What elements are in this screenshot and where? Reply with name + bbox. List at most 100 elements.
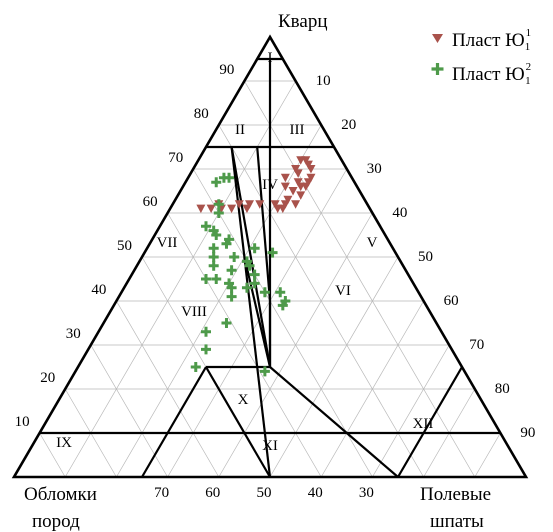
grid-line-feldspar bbox=[474, 432, 501, 478]
grid-line-feldspar bbox=[320, 300, 424, 478]
data-point-series-1 bbox=[270, 200, 280, 209]
data-point-series-1 bbox=[306, 173, 316, 183]
zone-label-xi: XI bbox=[262, 438, 278, 454]
data-point-series-2 bbox=[226, 291, 237, 302]
tick-label-right: 20 bbox=[341, 117, 356, 133]
data-point-series-1 bbox=[293, 178, 303, 187]
data-point-series-1 bbox=[291, 200, 301, 209]
grid-line-rock bbox=[192, 168, 373, 478]
data-point-series-1 bbox=[280, 200, 290, 209]
vertex-label-left: Обломки пород bbox=[24, 484, 102, 532]
tick-label-left: 10 bbox=[15, 414, 30, 430]
data-point-series-2 bbox=[221, 318, 232, 328]
zone-label-x: X bbox=[238, 392, 249, 408]
tick-label-right: 70 bbox=[469, 337, 484, 353]
tick-label-bottom: 40 bbox=[308, 485, 323, 501]
data-point-series-2 bbox=[229, 252, 240, 262]
tick-label-left: 50 bbox=[117, 238, 132, 254]
tick-label-left: 30 bbox=[66, 326, 81, 342]
vertex-label-right-line2: шпаты bbox=[430, 511, 484, 532]
data-point-series-2 bbox=[211, 230, 222, 240]
vertex-label-left-line2: пород bbox=[32, 511, 80, 532]
data-point-series-2 bbox=[249, 278, 260, 289]
data-point-series-2 bbox=[226, 265, 237, 276]
data-point-series-1 bbox=[234, 200, 244, 209]
tick-label-bottom: 70 bbox=[154, 485, 169, 501]
data-point-series-2 bbox=[244, 260, 255, 271]
tick-label-left: 70 bbox=[168, 150, 183, 166]
data-point-series-1 bbox=[245, 200, 255, 209]
data-point-series-2 bbox=[221, 238, 232, 249]
triangle-frame bbox=[11, 34, 529, 479]
data-point-series-1 bbox=[280, 182, 290, 192]
data-point-series-1 bbox=[273, 204, 283, 214]
data-point-series-2 bbox=[249, 243, 260, 254]
tick-label-right: 40 bbox=[392, 205, 407, 221]
data-point-series-1 bbox=[306, 165, 316, 174]
grid-line-feldspar bbox=[372, 344, 450, 478]
data-point-series-1 bbox=[288, 187, 298, 196]
vertex-label-top: Кварц bbox=[278, 11, 328, 32]
data-point-series-1 bbox=[301, 156, 311, 165]
data-point-series-2 bbox=[208, 252, 219, 262]
tick-label-left: 90 bbox=[219, 62, 234, 78]
data-point-series-1 bbox=[303, 178, 313, 187]
data-point-series-2 bbox=[249, 269, 260, 280]
zone-label-iii: III bbox=[290, 122, 305, 138]
zone-boundary bbox=[397, 366, 463, 478]
data-point-series-2 bbox=[190, 362, 201, 372]
tick-label-right: 90 bbox=[520, 425, 535, 441]
data-point-series-1 bbox=[242, 204, 252, 214]
tick-label-left: 60 bbox=[143, 194, 158, 210]
data-points bbox=[190, 156, 316, 377]
vertex-label-right: Полевые шпаты bbox=[420, 484, 496, 532]
grid-line-rock bbox=[244, 80, 476, 478]
tick-label-bottom: 60 bbox=[205, 485, 220, 501]
zone-boundary bbox=[269, 366, 399, 478]
zone-label-iv: IV bbox=[262, 177, 278, 193]
data-point-series-2 bbox=[259, 287, 270, 298]
data-point-series-1 bbox=[280, 173, 290, 183]
legend-label-series-2: Пласт Ю2 1 bbox=[452, 61, 531, 87]
data-point-series-2 bbox=[218, 172, 229, 183]
tick-label-right: 10 bbox=[316, 73, 331, 89]
data-point-series-2 bbox=[226, 282, 237, 293]
zone-label-vi: VI bbox=[335, 283, 351, 299]
data-point-series-2 bbox=[213, 208, 224, 218]
data-point-series-2 bbox=[241, 282, 252, 293]
tick-label-bottom: 30 bbox=[359, 485, 374, 501]
data-point-series-2 bbox=[267, 247, 278, 258]
tick-label-left: 80 bbox=[194, 106, 209, 122]
tick-labels: 10 20 30 40 50 60 70 80 90 90 80 70 60 50 40 30 20 10 70 60… bbox=[15, 62, 536, 501]
zone-boundary bbox=[205, 366, 271, 478]
data-point-series-2 bbox=[211, 177, 222, 188]
tick-label-left: 40 bbox=[91, 282, 106, 298]
data-point-series-1 bbox=[296, 182, 306, 192]
zone-label-i: I bbox=[268, 50, 273, 66]
grid-line-feldspar bbox=[64, 80, 296, 478]
grid-line-rock bbox=[90, 344, 168, 478]
data-point-series-2 bbox=[213, 199, 224, 210]
vertex-label-left-line1: Обломки bbox=[24, 484, 97, 505]
zone-label-vii: VII bbox=[157, 235, 178, 251]
data-point-series-2 bbox=[211, 274, 222, 284]
data-point-series-2 bbox=[208, 260, 219, 271]
grid-line-feldspar bbox=[167, 168, 348, 478]
data-point-series-1 bbox=[227, 204, 237, 214]
zone-boundary bbox=[230, 146, 272, 368]
legend-label-series-1: Пласт Ю1 1 bbox=[452, 27, 531, 53]
zone-boundary bbox=[230, 146, 272, 478]
grid-line-rock bbox=[39, 432, 66, 478]
data-point-series-1 bbox=[206, 204, 216, 214]
tick-label-right: 60 bbox=[444, 293, 459, 309]
data-point-series-2 bbox=[201, 221, 211, 232]
grid-line-rock bbox=[116, 300, 220, 478]
vertex-label-right-line1: Полевые bbox=[420, 484, 491, 505]
zone-boundary bbox=[256, 146, 272, 302]
zone-boundary bbox=[141, 366, 207, 478]
zone-boundaries bbox=[39, 57, 501, 478]
legend-marker-series-2 bbox=[431, 63, 444, 75]
data-point-series-2 bbox=[259, 366, 270, 377]
